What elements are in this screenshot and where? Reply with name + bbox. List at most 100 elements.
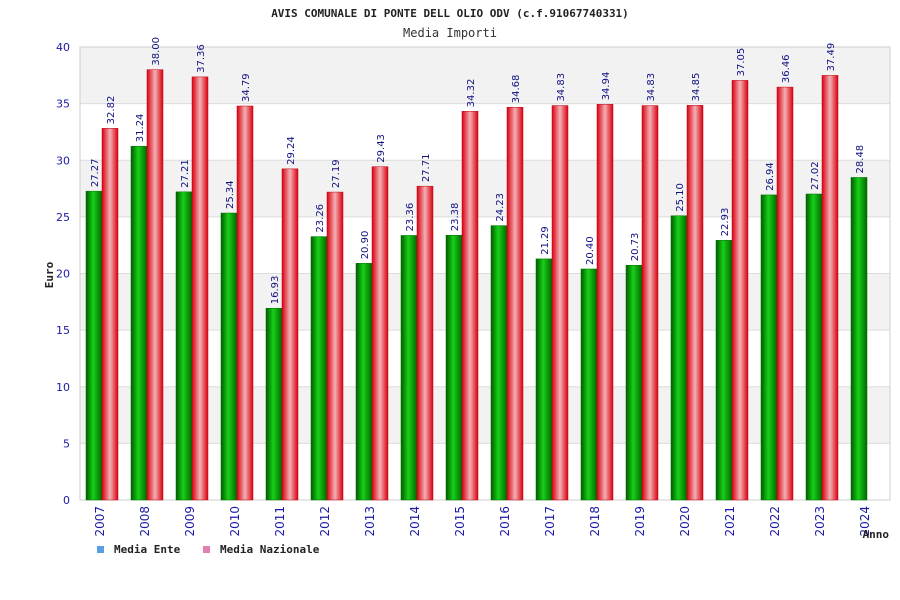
value-label: 38.00 [151,37,162,66]
bar-media-ente-2023 [805,193,823,501]
chart-title: AVIS COMUNALE DI PONTE DELL OLIO ODV (c.… [271,7,629,20]
band-1 [80,386,890,444]
bar-media-ente-2010 [220,212,238,501]
y-tick-label: 30 [56,154,70,167]
y-tick-label: 0 [63,494,70,507]
x-tick-label: 2024 [858,506,872,537]
bar-media-ente-2008 [130,145,148,501]
value-label: 27.19 [331,159,342,188]
value-label: 34.79 [241,73,252,102]
x-axis-label: Anno [863,528,890,541]
y-tick-label: 5 [63,437,70,450]
y-tick-label: 35 [56,98,70,111]
value-label: 20.73 [630,233,641,262]
bar-media-nazionale-2017 [551,105,569,501]
bar-media-nazionale-2013 [371,166,389,501]
bar-media-ente-2013 [355,263,373,501]
x-tick-label: 2021 [723,506,737,537]
value-label: 20.90 [360,231,371,260]
x-tick-label: 2017 [543,506,557,537]
value-label: 34.32 [466,79,477,108]
y-tick-label: 25 [56,211,70,224]
value-label: 16.93 [270,276,281,305]
value-label: 29.24 [286,136,297,165]
x-tick-label: 2008 [138,506,152,537]
bar-media-nazionale-2012 [326,191,344,501]
value-label: 22.93 [720,208,731,237]
x-tick-label: 2022 [768,506,782,537]
bar-media-ente-2016 [490,225,508,501]
y-tick-label: 20 [56,268,70,281]
value-label: 27.27 [90,159,101,188]
legend-swatch-media-ente [97,546,104,553]
value-label: 36.46 [781,54,792,83]
x-tick-label: 2018 [588,506,602,537]
bar-media-nazionale-2018 [596,104,614,501]
value-label: 25.34 [225,180,236,209]
band-4 [80,216,890,274]
y-axis-ticks: 0 5 10 15 20 25 30 35 40 [56,41,70,507]
bar-media-ente-2009 [175,191,193,501]
bar-media-ente-2011 [265,308,283,501]
band-6 [80,103,890,161]
value-label: 29.43 [376,134,387,163]
value-label: 34.83 [556,73,567,102]
value-label: 34.85 [691,73,702,102]
band-3 [80,273,890,331]
value-label: 28.48 [855,145,866,174]
bar-media-ente-2022 [760,194,778,501]
value-labels: 27.27 32.82 31.24 38.00 27.21 37.36 25.34 34.79… [90,37,866,304]
value-label: 37.36 [196,44,207,73]
y-tick-label: 15 [56,324,70,337]
value-label: 27.21 [180,159,191,188]
x-tick-label: 2015 [453,506,467,537]
bar-media-nazionale-2022 [776,86,794,501]
bar-media-ente-2018 [580,268,598,501]
legend-label-media-nazionale: Media Nazionale [220,543,320,556]
value-label: 34.68 [511,75,522,104]
value-label: 26.94 [765,162,776,191]
x-tick-label: 2019 [633,506,647,537]
bar-media-ente-2015 [445,234,463,501]
bar-media-ente-2014 [400,235,418,501]
value-label: 20.40 [585,236,596,265]
value-label: 32.82 [106,96,117,125]
bar-media-nazionale-2023 [821,75,839,501]
x-tick-label: 2020 [678,506,692,537]
bar-media-nazionale-2014 [416,185,434,501]
chart-subtitle: Media Importi [403,26,497,40]
plot-area [79,46,891,501]
value-label: 23.26 [315,204,326,233]
bar-media-nazionale-2016 [506,106,524,501]
bar-media-ente-2024 [850,177,868,501]
y-tick-label: 40 [56,41,70,54]
bar-media-nazionale-2011 [281,168,299,501]
band-0 [80,443,890,500]
y-tick-label: 10 [56,381,70,394]
bar-media-nazionale-2019 [641,105,659,501]
bars [85,69,868,501]
value-label: 25.10 [675,183,686,212]
band-2 [80,330,890,387]
bar-media-ente-2021 [715,240,733,501]
x-tick-label: 2013 [363,506,377,537]
value-label: 23.36 [405,203,416,232]
value-label: 27.71 [421,154,432,183]
legend-swatch-media-nazionale [203,546,210,553]
value-label: 34.83 [646,73,657,102]
bar-media-nazionale-2010 [236,105,254,501]
x-tick-label: 2009 [183,506,197,537]
x-tick-label: 2016 [498,506,512,537]
value-label: 21.29 [540,226,551,255]
bar-media-ente-2007 [85,190,103,501]
value-label: 27.02 [810,161,821,190]
x-axis-ticks: 2007 2008 2009 2010 2011 2012 2013 2014 2015 2016… [93,506,872,537]
bar-media-nazionale-2008 [146,69,164,501]
x-tick-label: 2023 [813,506,827,537]
value-label: 24.23 [495,193,506,222]
legend-label-media-ente: Media Ente [114,543,181,556]
background-bands [80,47,890,500]
x-tick-label: 2014 [408,506,422,537]
bar-media-nazionale-2007 [101,128,119,501]
bar-media-nazionale-2021 [731,80,749,501]
